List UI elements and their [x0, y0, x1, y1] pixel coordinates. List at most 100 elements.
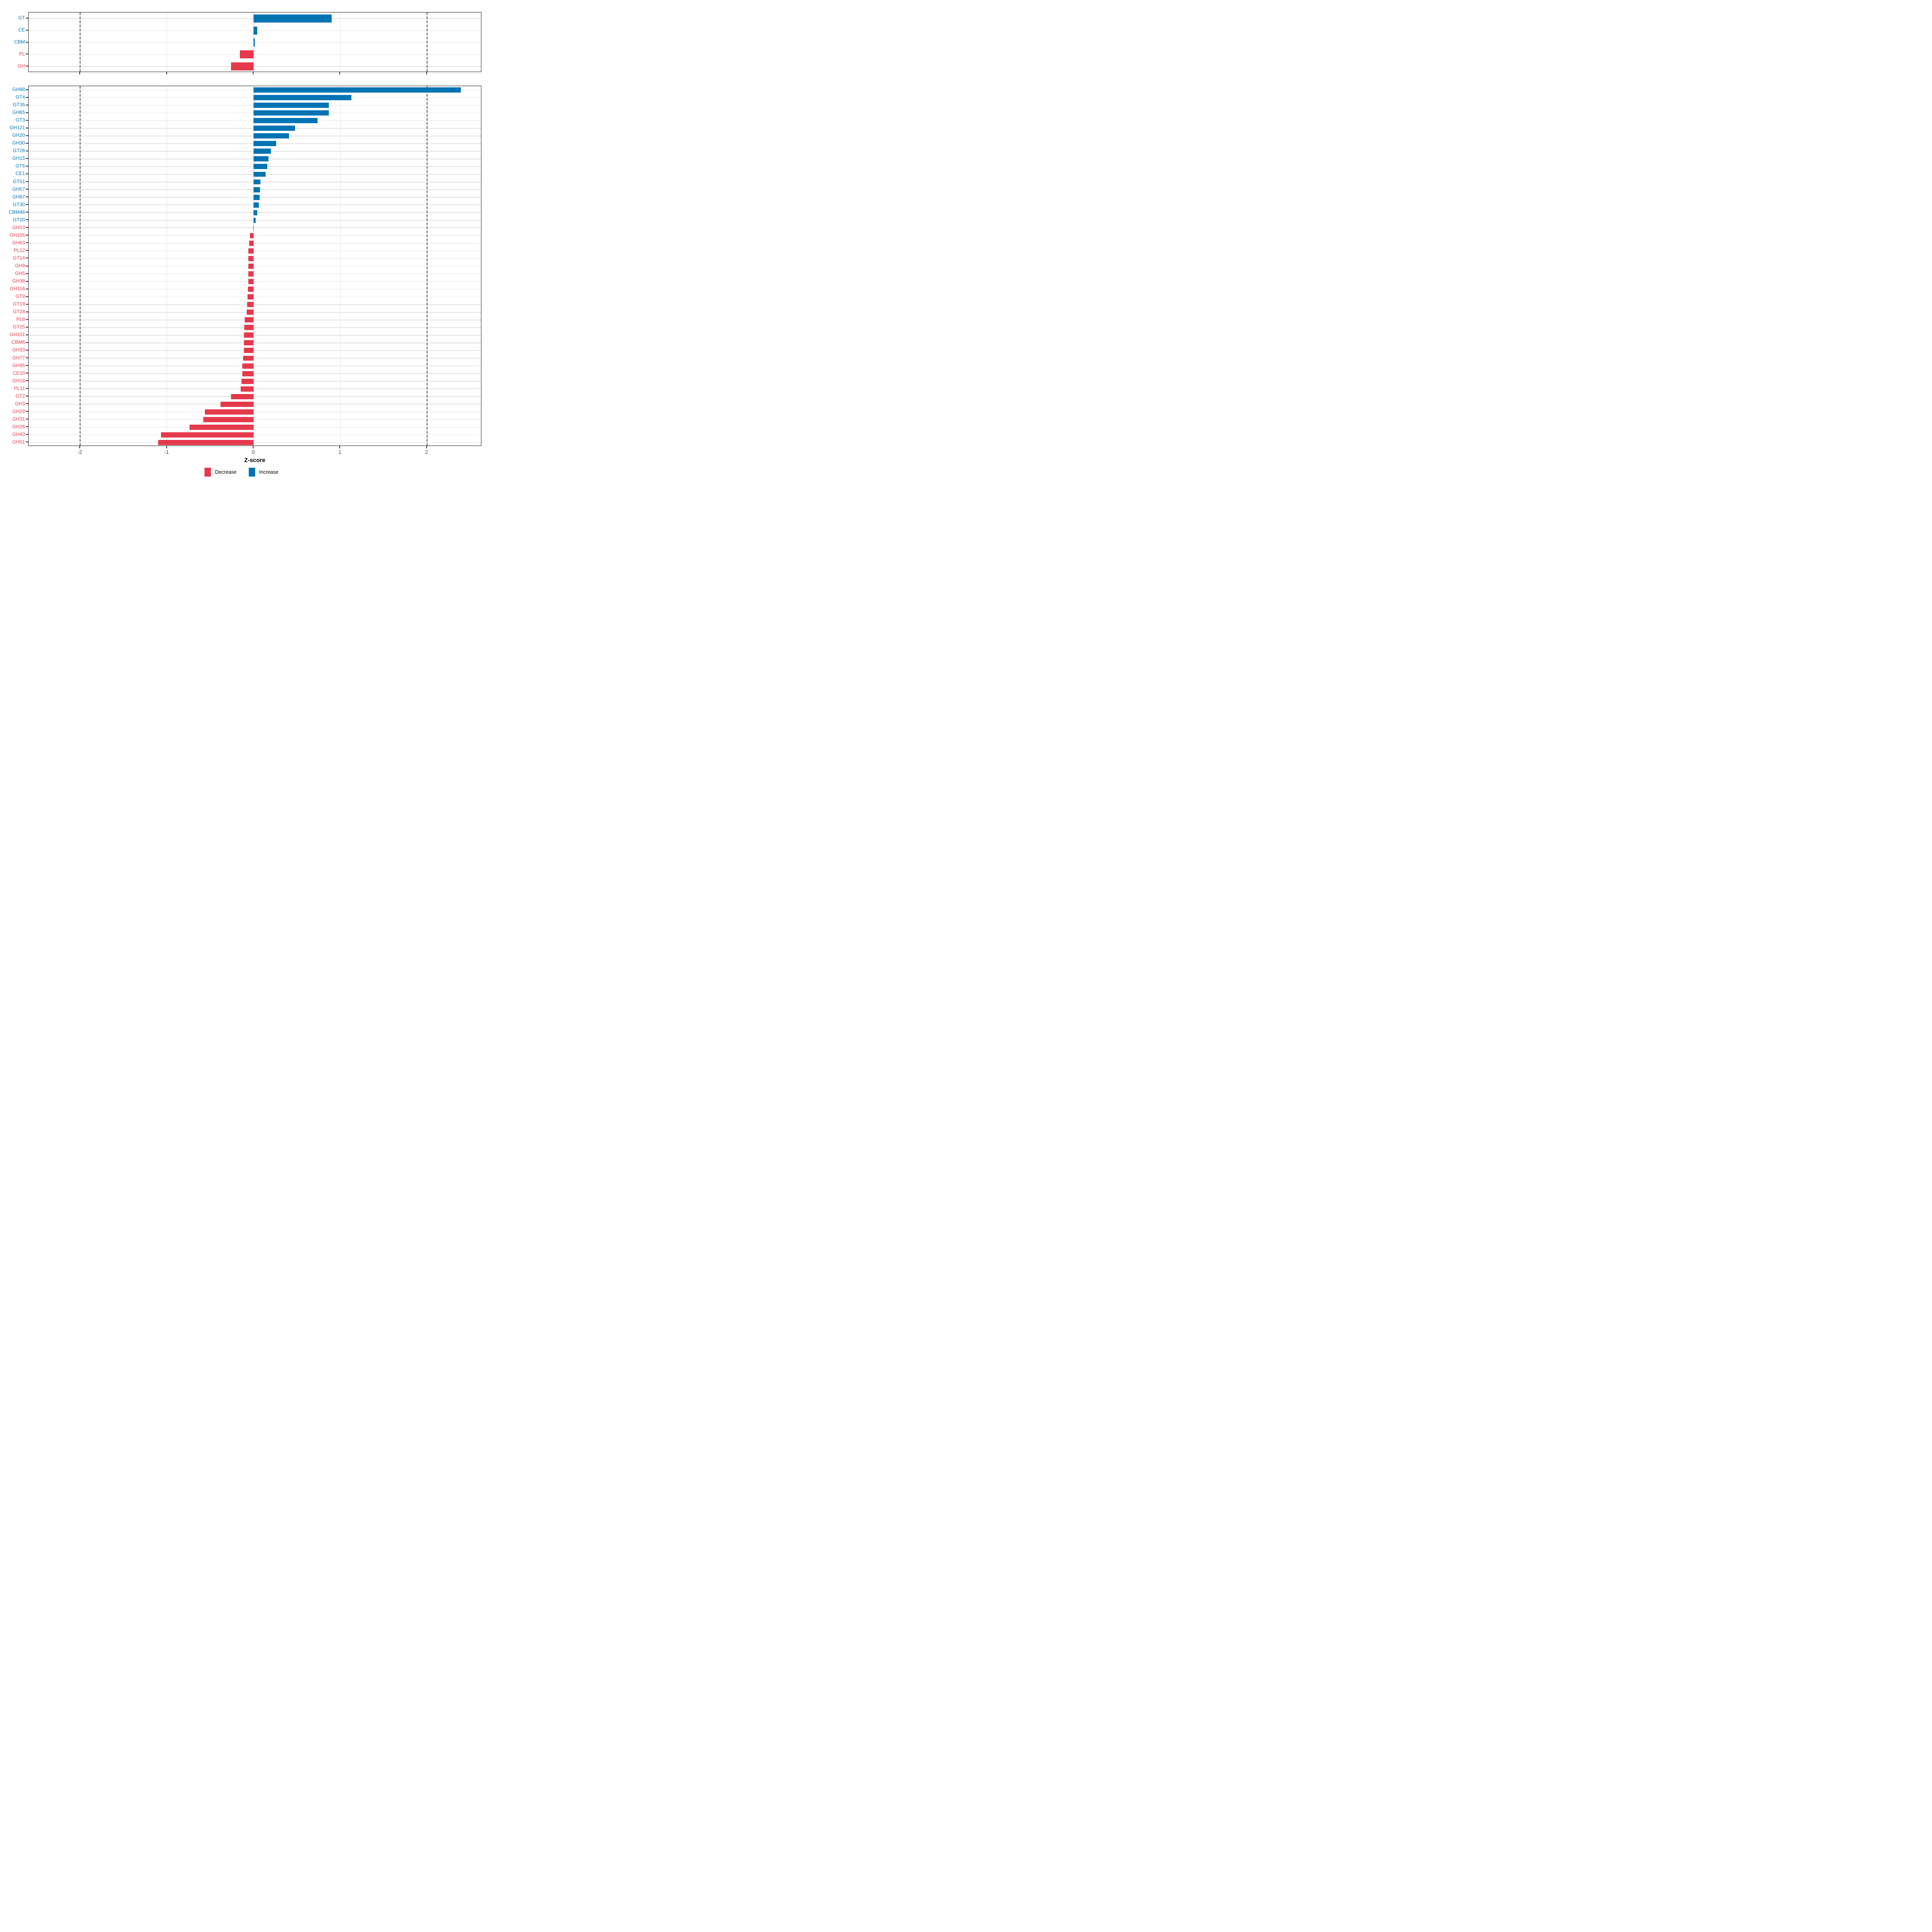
y-tick-mark — [26, 403, 28, 405]
panel-enzyme-family — [28, 86, 481, 446]
bar-PL12 — [248, 248, 254, 254]
y-tick-mark — [26, 326, 28, 328]
y-tick-mark — [26, 41, 28, 43]
x-tick-label: 1 — [338, 449, 342, 455]
axis-label-GH15: GH15 — [12, 155, 25, 161]
x-axis-title: Z-score — [244, 457, 266, 464]
axis-label-GT2: GT2 — [15, 393, 25, 399]
bar-GT2 — [231, 394, 254, 399]
horizontal-gridline — [29, 381, 481, 382]
horizontal-gridline — [29, 312, 481, 313]
horizontal-gridline — [29, 373, 481, 374]
axis-label-GT20: GT20 — [12, 217, 25, 223]
axis-label-CE10: CE10 — [12, 370, 25, 376]
legend: Decrease Increase — [0, 468, 483, 477]
axis-label-CBM: CBM — [14, 39, 25, 45]
y-tick-mark — [26, 411, 28, 412]
axis-label-GH: GH — [18, 63, 25, 69]
bar-PL8 — [245, 317, 254, 323]
bar-GH15 — [254, 156, 268, 162]
y-tick-mark — [26, 212, 28, 213]
bar-GH43 — [161, 432, 254, 438]
horizontal-gridline — [29, 427, 481, 428]
bar-CE10 — [242, 371, 254, 376]
axis-label-GT3: GT3 — [15, 117, 25, 123]
vertical-gridline — [340, 12, 341, 72]
horizontal-gridline — [29, 358, 481, 359]
horizontal-gridline — [29, 227, 481, 229]
y-tick-mark — [26, 173, 28, 174]
bar-GH29 — [205, 409, 254, 415]
bar-GH97 — [254, 194, 260, 200]
bar-GH101 — [244, 332, 254, 338]
bar-GH — [231, 62, 254, 71]
y-tick-mark — [26, 97, 28, 98]
decrease-swatch-icon — [204, 468, 211, 477]
horizontal-gridline — [29, 250, 481, 252]
y-tick-mark — [26, 165, 28, 167]
horizontal-gridline — [29, 396, 481, 397]
horizontal-gridline — [29, 258, 481, 259]
axis-label-GH63: GH63 — [12, 239, 25, 246]
horizontal-gridline — [29, 388, 481, 389]
bar-GH38 — [248, 279, 254, 285]
y-tick-mark — [26, 29, 28, 31]
bar-GH77 — [243, 355, 254, 361]
axis-label-GH5: GH5 — [15, 270, 25, 277]
legend-item-decrease: Decrease — [204, 468, 237, 477]
bar-GH9 — [248, 264, 254, 269]
zscore-bar-chart-figure: Z-score Decrease Increase GT CE CBM PL GH GH8… — [0, 0, 483, 483]
vertical-gridline — [340, 86, 341, 446]
bar-GH105 — [250, 233, 254, 238]
horizontal-gridline — [29, 54, 481, 55]
axis-label-GH26: GH26 — [12, 423, 25, 429]
bar-GT20 — [254, 217, 256, 223]
legend-label-decrease: Decrease — [215, 469, 237, 475]
horizontal-gridline — [29, 419, 481, 420]
axis-label-GH29: GH29 — [12, 408, 25, 414]
axis-label-GH65: GH65 — [12, 109, 25, 116]
horizontal-gridline — [29, 404, 481, 405]
y-tick-mark — [26, 112, 28, 113]
vertical-gridline — [253, 12, 254, 72]
y-tick-mark — [26, 357, 28, 358]
horizontal-gridline — [29, 235, 481, 236]
axis-label-CE1: CE1 — [15, 171, 25, 177]
y-tick-mark — [26, 342, 28, 343]
axis-label-GT9: GT9 — [15, 293, 25, 299]
horizontal-gridline — [29, 289, 481, 290]
y-tick-mark — [26, 158, 28, 159]
bar-GT14 — [248, 256, 254, 261]
bar-GT3 — [254, 118, 318, 124]
axis-label-GH97: GH97 — [12, 194, 25, 200]
y-tick-mark — [26, 227, 28, 228]
horizontal-gridline — [29, 411, 481, 413]
axis-label-GT4: GT4 — [15, 94, 25, 100]
x-tick-mark — [426, 72, 427, 74]
axis-label-CBM48: CBM48 — [8, 209, 25, 215]
horizontal-gridline — [29, 434, 481, 436]
x-tick-mark — [426, 446, 427, 448]
bar-GT5 — [254, 164, 268, 169]
bar-GT26 — [254, 149, 271, 154]
axis-label-PL12: PL12 — [13, 247, 25, 253]
axis-label-GH30: GH30 — [12, 140, 25, 146]
y-tick-mark — [26, 196, 28, 198]
axis-label-GH13: GH13 — [12, 224, 25, 230]
y-tick-mark — [26, 142, 28, 144]
bar-GT51 — [254, 179, 261, 185]
bar-GT9 — [247, 294, 254, 300]
bar-GH30 — [254, 141, 276, 147]
axis-label-GH51: GH51 — [12, 439, 25, 445]
bar-GH65 — [254, 110, 329, 116]
axis-label-GH38: GH38 — [12, 278, 25, 284]
y-tick-mark — [26, 380, 28, 382]
bar-GH3 — [221, 401, 254, 407]
axis-label-GH43: GH43 — [12, 431, 25, 437]
bar-CE — [254, 26, 257, 35]
bar-GT30 — [254, 202, 259, 208]
axis-label-GH121: GH121 — [9, 125, 25, 131]
y-tick-mark — [26, 303, 28, 305]
bar-GT — [254, 14, 332, 23]
axis-label-GH105: GH105 — [9, 232, 25, 238]
